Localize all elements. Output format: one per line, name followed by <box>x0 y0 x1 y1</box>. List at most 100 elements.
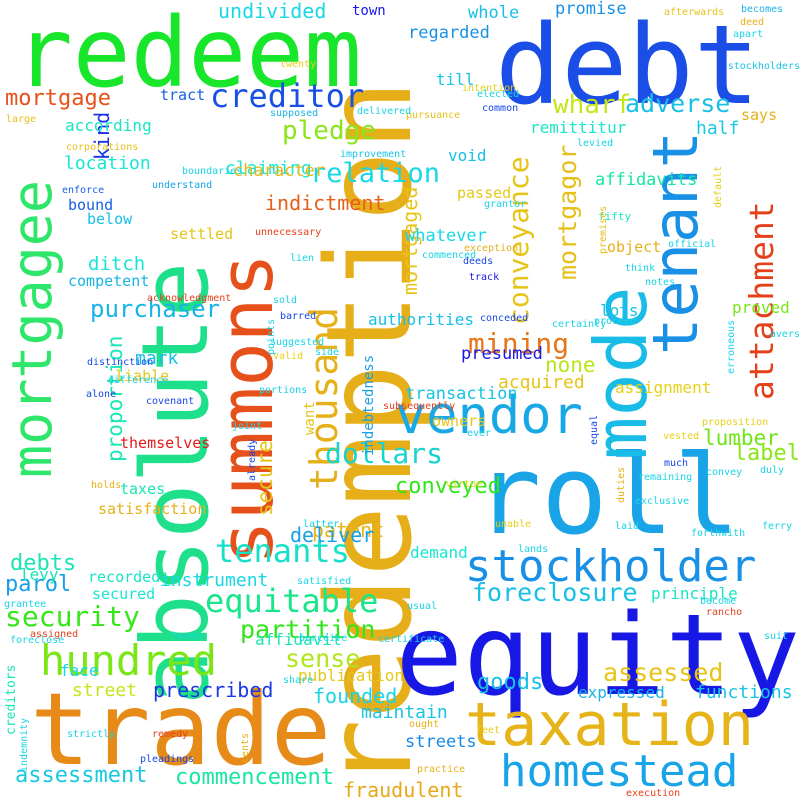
word-difference: difference <box>108 375 169 386</box>
word-lien: lien <box>290 253 315 264</box>
word-pleadings: pleadings <box>140 754 195 765</box>
word-secured: secured <box>92 585 156 603</box>
word-goods: goods <box>477 670 544 695</box>
word-levied: levied <box>577 138 614 149</box>
word-dollars: dollars <box>325 437 444 470</box>
word-transaction: transaction <box>405 384 518 404</box>
word-convey: convey <box>706 467 743 478</box>
word-assessed: assessed <box>603 658 724 687</box>
word-certainly: certainly <box>552 319 607 330</box>
word-whole: whole <box>468 3 520 23</box>
word-authorities: authorities <box>368 310 474 329</box>
word-equity: equity <box>395 591 800 721</box>
word-lands: lands <box>518 544 549 555</box>
word-fraudulent: fraudulent <box>343 778 464 800</box>
word-forthwith: forthwith <box>691 528 746 539</box>
word-half: half <box>696 118 740 139</box>
word-share: share <box>283 675 314 686</box>
word-unable: unable <box>495 519 532 530</box>
word-side: side <box>315 347 340 358</box>
word-becomes: becomes <box>741 4 784 15</box>
word-suggested: suggested <box>270 337 325 348</box>
word-redeem: redeem <box>15 0 362 109</box>
word-themselves: themselves <box>120 434 211 452</box>
word-distinction: distinction <box>87 357 154 368</box>
word-large: large <box>6 114 37 125</box>
word-remaining: remaining <box>638 472 693 483</box>
word-publication: publication <box>298 666 404 685</box>
word-whatever: whatever <box>405 226 487 246</box>
word-become: become <box>700 596 737 607</box>
word-pursuance: pursuance <box>406 110 461 121</box>
word-premises: premises <box>598 205 609 254</box>
word-maintain: maintain <box>361 702 448 723</box>
word-according: according <box>65 116 152 135</box>
word-instrument: instrument <box>160 570 269 591</box>
word-assignment: assignment <box>615 378 712 397</box>
word-competent: competent <box>68 272 150 290</box>
word-void: void <box>448 146 487 165</box>
word-tenants: tenants <box>215 532 350 570</box>
word-indemnity: indemnity <box>19 717 30 772</box>
word-exclusive: exclusive <box>635 496 690 507</box>
word-location: location <box>64 153 151 174</box>
word-partition: partition <box>240 615 376 644</box>
word-pledge: pledge <box>282 116 376 146</box>
word-claiming: claiming <box>225 158 312 179</box>
word-relation: relation <box>310 158 441 189</box>
word-valid: valid <box>273 351 304 362</box>
word-label: label <box>733 441 800 466</box>
word-covenant: covenant <box>146 396 195 407</box>
word-equal: equal <box>589 414 600 445</box>
word-lumber: lumber <box>703 426 779 450</box>
word-proposition: proposition <box>702 417 769 428</box>
word-vendor: vendor <box>395 386 583 446</box>
word-founded: founded <box>313 684 398 708</box>
word-below: below <box>87 210 133 228</box>
word-exception: exception <box>464 243 519 254</box>
word-conceded: conceded <box>480 313 529 324</box>
word-indebtedness: indebtedness <box>361 354 377 456</box>
word-liable: liable <box>115 367 170 385</box>
word-think: think <box>625 263 656 274</box>
word-debts: debts <box>10 551 77 576</box>
word-duly: duly <box>760 465 785 476</box>
word-grantor: grantor <box>484 199 527 210</box>
word-patent: patent <box>312 518 385 542</box>
word-corporations: corporations <box>66 142 139 153</box>
word-unnecessary: unnecessary <box>255 227 322 238</box>
word-prescribed: prescribed <box>153 678 274 702</box>
word-says: says <box>741 106 778 124</box>
word-stockholder: stockholder <box>465 541 757 592</box>
word-assigned: assigned <box>30 629 79 640</box>
word-commenced: commenced <box>422 250 477 261</box>
word-cents: cents <box>240 732 251 763</box>
word-grantee: grantee <box>4 599 47 610</box>
word-afterwards: afterwards <box>664 7 725 18</box>
word-mortgagor: mortgagor <box>553 144 582 280</box>
word-supposed: supposed <box>270 108 319 119</box>
word-passed: passed <box>457 184 512 202</box>
word-apart: apart <box>733 29 764 40</box>
word-proceed: proceed <box>594 316 637 327</box>
word-demand: demand <box>410 543 468 562</box>
word-taxation: taxation <box>465 690 754 760</box>
word-recorded: recorded <box>88 568 161 586</box>
word-principle: principle <box>651 584 738 603</box>
word-fifty: fifty <box>598 210 632 223</box>
word-presumed: presumed <box>461 344 543 364</box>
word-lots: lots <box>600 301 639 320</box>
word-owners: owners <box>432 412 487 430</box>
word-track: track <box>469 272 500 283</box>
word-affidavit: affidavit <box>255 630 342 649</box>
word-hundred: hundred <box>40 636 218 685</box>
word-satisfied: satisfied <box>297 576 352 587</box>
word-town: town <box>352 3 386 19</box>
word-perceive: perceive <box>299 633 348 644</box>
word-elected: elected <box>477 89 520 100</box>
word-joint: joint <box>232 421 263 432</box>
word-indictment: indictment <box>265 191 386 215</box>
word-street: street <box>72 680 138 701</box>
word-mining: mining <box>468 327 570 360</box>
word-sold: sold <box>273 295 298 306</box>
